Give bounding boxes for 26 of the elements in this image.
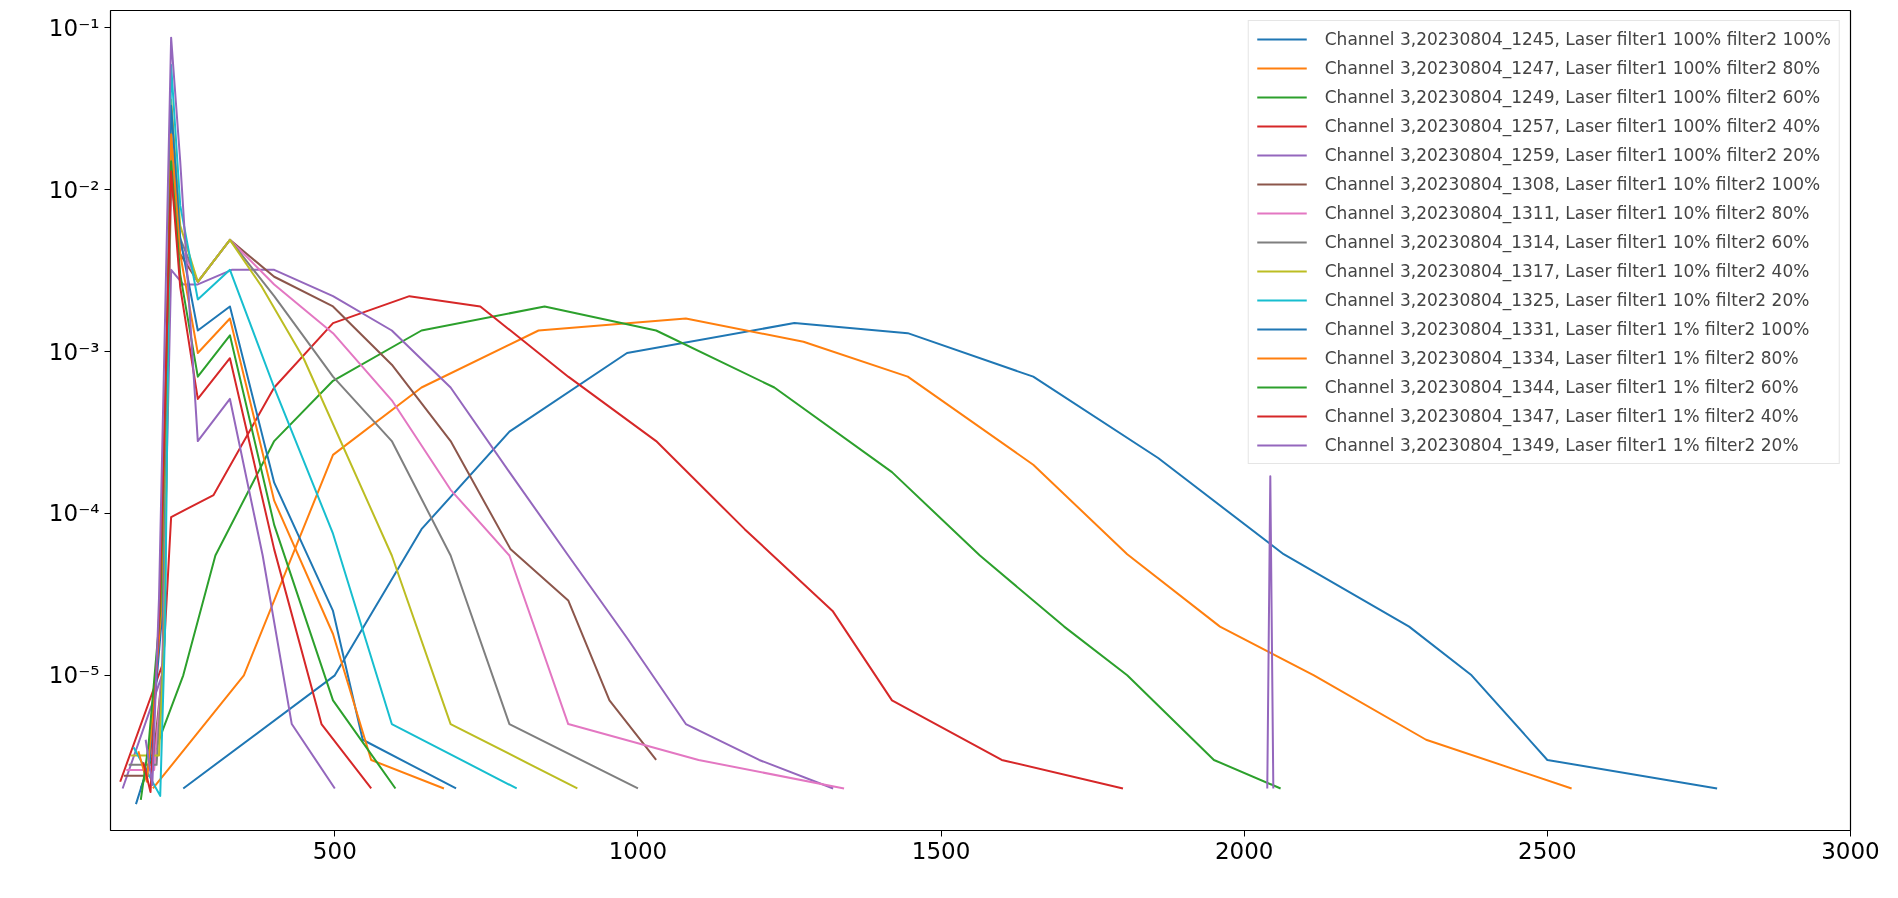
x-tick-label: 3000 bbox=[1821, 837, 1880, 864]
legend-label: Channel 3,20230804_1334, Laser filter1 1% filter2 80% bbox=[1324, 348, 1799, 368]
legend-label: Channel 3,20230804_1344, Laser filter1 1% filter2 60% bbox=[1324, 377, 1799, 397]
legend-label: Channel 3,20230804_1259, Laser filter1 100% filter2 20% bbox=[1324, 145, 1821, 165]
legend-label: Channel 3,20230804_1247, Laser filter1 100% filter2 80% bbox=[1324, 58, 1821, 78]
legend-label: Channel 3,20230804_1349, Laser filter1 1% filter2 20% bbox=[1324, 435, 1799, 455]
x-tick-label: 500 bbox=[312, 837, 357, 864]
y-tick-label: 10⁻³ bbox=[48, 338, 100, 365]
legend-label: Channel 3,20230804_1317, Laser filter1 10% filter2 40% bbox=[1324, 261, 1810, 281]
y-tick-label: 10⁻¹ bbox=[48, 14, 100, 41]
legend-label: Channel 3,20230804_1245, Laser filter1 100% filter2 100% bbox=[1324, 29, 1831, 49]
legend-label: Channel 3,20230804_1314, Laser filter1 10% filter2 60% bbox=[1324, 232, 1810, 252]
legend-label: Channel 3,20230804_1249, Laser filter1 100% filter2 60% bbox=[1324, 87, 1821, 107]
legend-label: Channel 3,20230804_1331, Laser filter1 1% filter2 100% bbox=[1324, 319, 1810, 339]
y-tick-label: 10⁻⁴ bbox=[48, 500, 100, 527]
legend-label: Channel 3,20230804_1325, Laser filter1 10% filter2 20% bbox=[1324, 290, 1810, 310]
y-tick-label: 10⁻⁵ bbox=[48, 662, 100, 689]
x-tick-label: 1000 bbox=[608, 837, 668, 864]
x-tick-label: 2500 bbox=[1518, 837, 1577, 864]
legend-label: Channel 3,20230804_1311, Laser filter1 10% filter2 80% bbox=[1324, 203, 1810, 223]
legend-label: Channel 3,20230804_1347, Laser filter1 1% filter2 40% bbox=[1324, 406, 1799, 426]
x-tick-label: 2000 bbox=[1214, 837, 1274, 864]
legend-label: Channel 3,20230804_1308, Laser filter1 10% filter2 100% bbox=[1324, 174, 1821, 194]
x-tick-label: 1500 bbox=[911, 837, 971, 864]
legend-label: Channel 3,20230804_1257, Laser filter1 100% filter2 40% bbox=[1324, 116, 1821, 136]
y-tick-label: 10⁻² bbox=[48, 176, 100, 203]
